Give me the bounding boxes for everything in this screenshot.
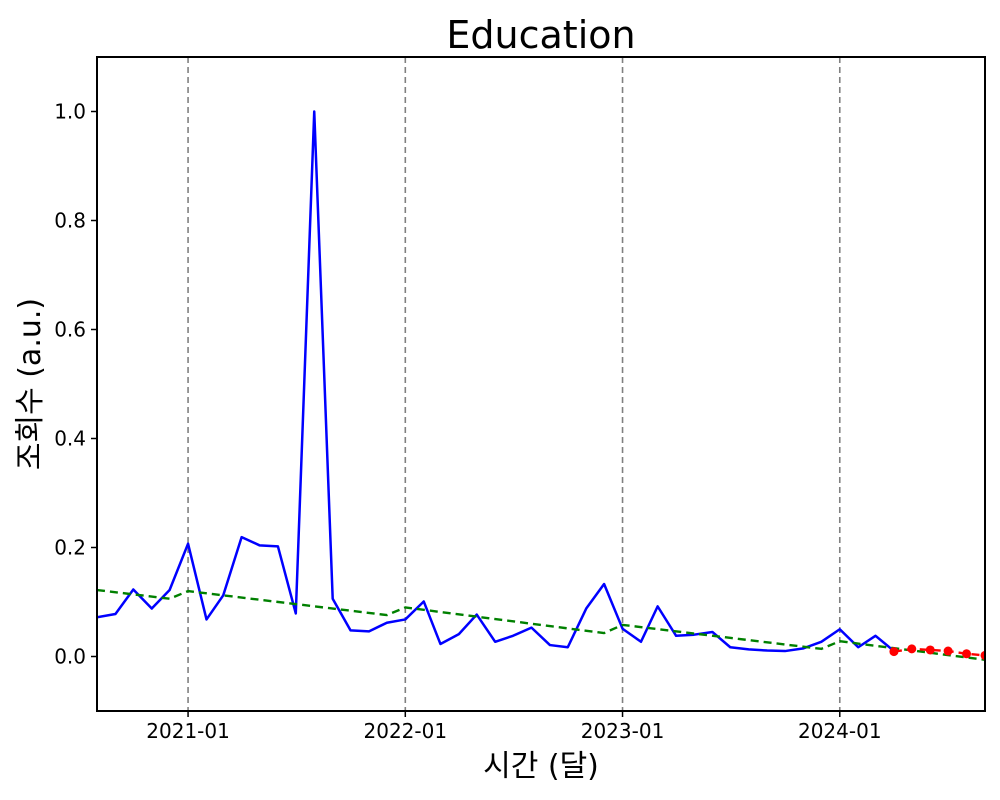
- y-tick-label: 0.4: [54, 427, 86, 451]
- y-tick-label: 0.0: [54, 645, 86, 669]
- y-tick-label: 0.2: [54, 536, 86, 560]
- series-0-line: [97, 110, 895, 653]
- y-axis-label: 조회수 (a.u.): [13, 298, 48, 470]
- chart-title: Education: [446, 13, 635, 57]
- series-2-point: [962, 649, 972, 659]
- x-tick-label: 2023-01: [581, 719, 665, 743]
- x-axis-ticks: 2021-01 2022-01 2023-01 2024-01: [146, 711, 882, 743]
- y-axis-ticks: 0.0 0.2 0.4 0.6 0.8 1.0: [54, 100, 97, 669]
- plot-frame: [96, 56, 986, 712]
- series-1-line: [97, 588, 985, 661]
- series-2-point: [943, 646, 953, 656]
- plot-area: [96, 56, 986, 712]
- x-axis-label: 시간 (달): [483, 749, 599, 784]
- series-group: [97, 110, 985, 661]
- y-tick-label: 1.0: [54, 100, 86, 124]
- x-tick-label: 2021-01: [146, 719, 230, 743]
- series-2-point: [889, 647, 899, 657]
- x-tick-label: 2024-01: [798, 719, 882, 743]
- x-tick-label: 2022-01: [364, 719, 448, 743]
- series-2-point: [980, 650, 985, 660]
- y-tick-label: 0.6: [54, 318, 86, 342]
- series-2-point: [907, 644, 917, 654]
- series-2-point: [925, 645, 935, 655]
- y-tick-label: 0.8: [54, 209, 86, 233]
